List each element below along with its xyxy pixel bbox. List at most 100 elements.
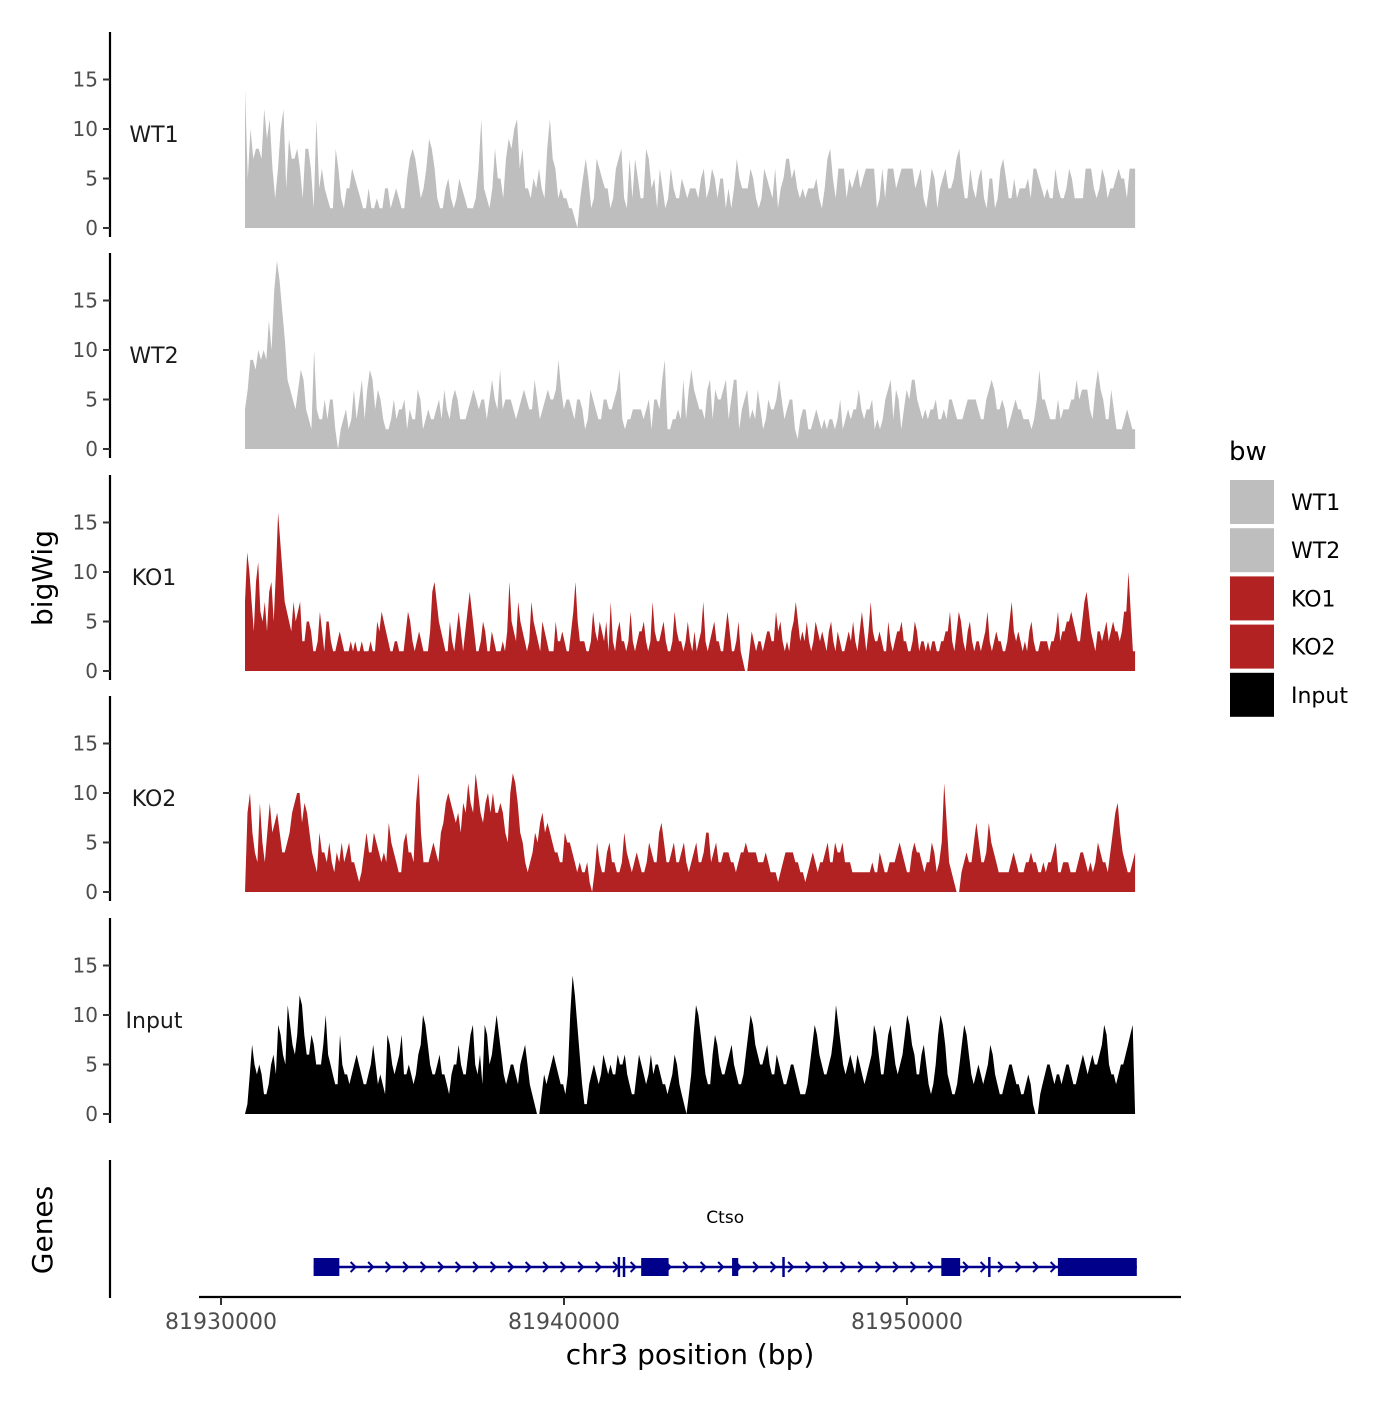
strand-arrow (962, 1261, 970, 1273)
y-tick-label: 15 (73, 732, 98, 756)
y-tick-label: 10 (73, 1003, 98, 1027)
track-ko2: 0 5 10 15 KO2 (73, 696, 1136, 904)
strand-arrow (822, 1261, 830, 1273)
strand-arrow (892, 1261, 900, 1273)
genes-panel-label: Genes (26, 1186, 59, 1274)
tracks-layer: 0 5 10 15 WT1 0 5 10 15 WT2 0 5 10 15 KO1 0 5 10 15 KO2 0 5 10… (73, 32, 1136, 1126)
y-tick-label: 10 (73, 560, 98, 584)
legend-label-wt1: WT1 (1291, 491, 1340, 516)
y-axis-label: bigWig (26, 530, 59, 626)
strand-arrow (769, 1261, 778, 1273)
exon (641, 1258, 669, 1276)
strand-arrow (997, 1261, 1005, 1273)
strand-arrow (629, 1261, 638, 1273)
strand-arrow (857, 1261, 865, 1273)
strand-arrow (1032, 1261, 1040, 1273)
legend-swatch-ko2 (1230, 624, 1274, 669)
strand-arrow (577, 1261, 585, 1273)
track-label-ko2: KO2 (132, 787, 177, 812)
strand-arrow (349, 1261, 358, 1273)
x-tick-label: 81950000 (851, 1310, 963, 1335)
y-tick-label: 0 (85, 437, 98, 461)
legend: bw WT1 WT2 KO1 KO2 Input (1229, 437, 1348, 717)
strand-arrow (874, 1261, 883, 1273)
area-input (245, 975, 1136, 1114)
x-axis: 81930000 81940000 81950000 (165, 1295, 1181, 1335)
area-wt2 (245, 260, 1136, 449)
y-tick-label: 10 (73, 338, 98, 362)
strand-arrow (927, 1261, 935, 1273)
strand-arrow (717, 1261, 725, 1273)
strand-arrow (419, 1261, 428, 1273)
strand-arrow (839, 1261, 848, 1273)
strand-arrow (489, 1261, 498, 1273)
y-tick-label: 5 (85, 388, 98, 412)
strand-arrow (402, 1261, 410, 1273)
y-tick-label: 0 (85, 659, 98, 683)
legend-label-input: Input (1291, 684, 1348, 709)
legend-swatch-input (1230, 672, 1274, 717)
y-tick-label: 0 (85, 880, 98, 904)
legend-label-ko2: KO2 (1291, 636, 1336, 661)
strand-arrow (699, 1261, 708, 1273)
y-tick-label: 10 (73, 117, 98, 141)
strand-arrow (454, 1261, 463, 1273)
strand-arrow (367, 1261, 375, 1273)
area-wt1 (245, 89, 1136, 229)
y-tick-label: 15 (73, 68, 98, 92)
area-ko2 (245, 773, 1136, 892)
legend-swatch-wt2 (1230, 528, 1274, 573)
strand-arrow (559, 1261, 568, 1273)
exon (941, 1258, 961, 1276)
area-ko1 (245, 512, 1136, 671)
track-wt2: 0 5 10 15 WT2 (73, 253, 1136, 461)
legend-swatch-wt1 (1230, 480, 1274, 524)
strand-arrow (909, 1261, 918, 1273)
exon (732, 1258, 739, 1276)
y-tick-label: 15 (73, 511, 98, 535)
exon (313, 1258, 340, 1276)
strand-arrow (542, 1261, 550, 1273)
x-axis-label: chr3 position (bp) (566, 1338, 815, 1371)
track-label-wt2: WT2 (129, 344, 178, 369)
strand-arrow (472, 1261, 480, 1273)
gene-name-label: Ctso (706, 1208, 744, 1228)
track-input: 0 5 10 15 Input (73, 918, 1136, 1126)
gene-panel: Ctso (108, 1160, 1137, 1298)
track-label-wt1: WT1 (129, 123, 178, 148)
strand-arrow (1014, 1261, 1023, 1273)
strand-arrow (1049, 1261, 1058, 1273)
x-tick-label: 81940000 (508, 1310, 620, 1335)
strand-arrow (979, 1261, 988, 1273)
legend-title: bw (1229, 437, 1267, 467)
gene-ctso: Ctso (313, 1208, 1137, 1277)
y-tick-label: 5 (85, 1053, 98, 1077)
strand-arrow (507, 1261, 515, 1273)
legend-swatch-ko1 (1230, 576, 1274, 621)
y-tick-label: 10 (73, 781, 98, 805)
y-tick-label: 15 (73, 289, 98, 313)
strand-arrow (384, 1261, 393, 1273)
y-tick-label: 0 (85, 1102, 98, 1126)
y-tick-label: 5 (85, 167, 98, 191)
x-tick-label: 81930000 (165, 1310, 277, 1335)
y-tick-label: 5 (85, 610, 98, 634)
track-wt1: 0 5 10 15 WT1 (73, 32, 1136, 240)
legend-label-wt2: WT2 (1291, 539, 1340, 564)
y-tick-label: 0 (85, 216, 98, 240)
track-ko1: 0 5 10 15 KO1 (73, 475, 1136, 683)
y-tick-label: 5 (85, 831, 98, 855)
exon (1057, 1258, 1137, 1276)
strand-arrow (524, 1261, 533, 1273)
strand-arrow (682, 1261, 690, 1273)
y-tick-label: 15 (73, 954, 98, 978)
strand-arrow (594, 1261, 603, 1273)
track-label-ko1: KO1 (132, 566, 177, 591)
strand-arrow (804, 1261, 813, 1273)
strand-arrow (787, 1261, 795, 1273)
strand-arrow (437, 1261, 445, 1273)
strand-arrow (752, 1261, 760, 1273)
track-label-input: Input (126, 1009, 183, 1034)
